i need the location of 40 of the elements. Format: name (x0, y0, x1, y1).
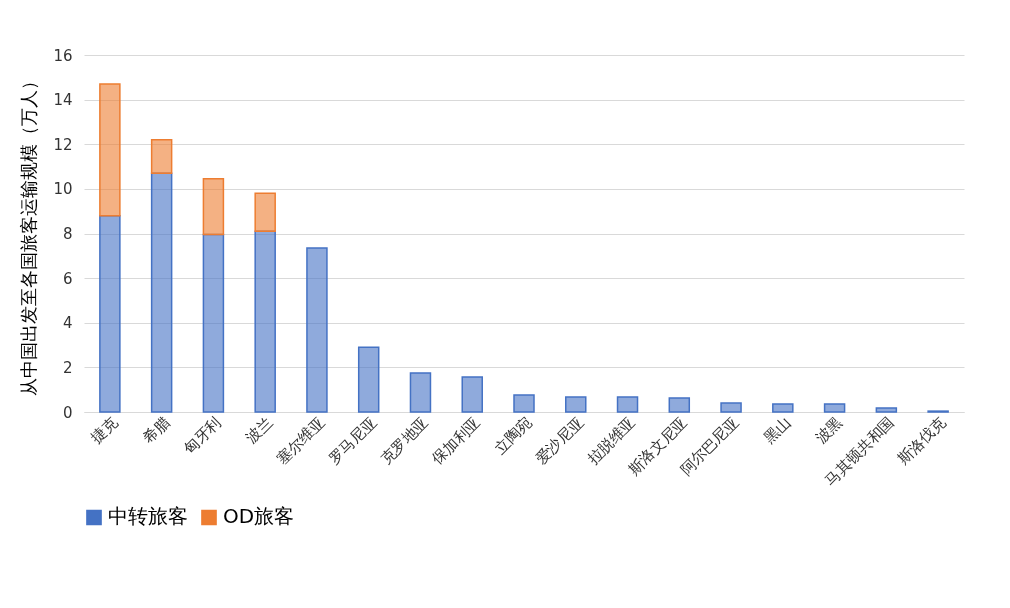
bar (202, 233, 225, 413)
x-tick-label: 希腊 (139, 413, 173, 448)
x-tick-label: 立陶宛 (490, 413, 536, 458)
bar (772, 403, 794, 413)
x-tick-label: 匈牙利 (180, 413, 225, 458)
bar (616, 396, 639, 413)
bar (254, 230, 276, 413)
bar (202, 178, 225, 236)
bar (668, 397, 691, 413)
bar (409, 372, 432, 413)
bar (565, 396, 587, 413)
x-tick-label: 斯洛伐克 (894, 413, 950, 469)
bar (720, 402, 742, 413)
bar (99, 83, 121, 217)
y-tick-label: 14 (53, 91, 73, 110)
legend-label: 中转旅客 (108, 504, 188, 529)
bar (513, 394, 535, 413)
bar (150, 139, 173, 175)
y-tick-label: 8 (62, 225, 73, 243)
y-tick-label: 2 (62, 358, 73, 377)
x-tick-label: 保加利亚 (428, 413, 484, 469)
bar (99, 214, 121, 413)
y-tick-label: 4 (62, 314, 73, 333)
bar (875, 407, 898, 413)
legend-label: OD旅客 (223, 504, 295, 529)
y-tick-label: 0 (62, 403, 73, 422)
bar (254, 192, 276, 233)
y-axis-title: 从中国出发至各国旅客运输规模（万人） (18, 72, 40, 396)
x-tick-label: 黑山 (760, 413, 795, 448)
y-tick-label: 16 (53, 46, 73, 65)
bar (306, 247, 328, 413)
bar (357, 346, 380, 413)
bar (461, 376, 483, 413)
y-tick-label: 10 (53, 180, 73, 199)
x-tick-label: 波黑 (811, 413, 846, 448)
bar (150, 172, 173, 413)
y-tick-label: 6 (62, 269, 73, 288)
y-tick-label: 12 (53, 135, 73, 154)
bar (823, 403, 846, 413)
x-tick-label: 捷克 (87, 413, 122, 448)
